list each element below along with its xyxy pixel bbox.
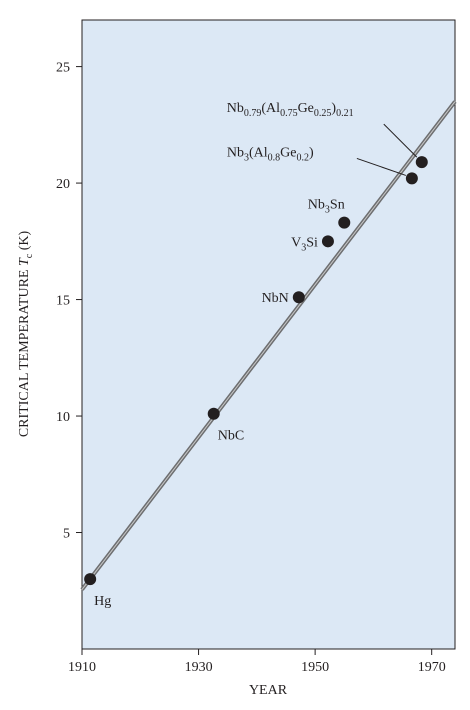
x-tick-label: 1930	[185, 660, 213, 675]
label-part: 0.75	[280, 108, 298, 119]
leader-line	[356, 157, 407, 176]
label-part: V	[291, 235, 301, 250]
label-part: Ge	[298, 101, 314, 116]
label-part: Si	[306, 235, 318, 250]
label-part: 0.21	[336, 108, 354, 119]
point-label: NbN	[262, 291, 289, 306]
label-part: Nb	[227, 145, 244, 160]
label-part: 0.79	[244, 108, 262, 119]
label-part: 0.8	[268, 152, 281, 163]
y-tick-label: 20	[56, 177, 70, 192]
label-part: T	[17, 257, 32, 266]
label-part: NbN	[262, 291, 289, 306]
point-label: Nb0.79(Al0.75Ge0.25)0.21	[227, 101, 354, 119]
label-part: Sn	[330, 198, 345, 213]
point-label: V3Si	[291, 235, 318, 253]
y-axis-label: CRITICAL TEMPERATURE Tc (K)	[17, 231, 35, 438]
label-part: (Al	[249, 145, 268, 160]
data-point	[415, 156, 428, 169]
label-part: 0.2	[296, 152, 309, 163]
data-point	[292, 291, 305, 304]
label-part: CRITICAL TEMPERATURE	[17, 266, 32, 437]
label-part: NbC	[218, 429, 244, 444]
trend-line-highlight	[81, 101, 456, 590]
point-label: Hg	[94, 594, 111, 609]
label-part: 0.25	[314, 108, 332, 119]
data-point	[84, 573, 97, 586]
leader-line	[383, 123, 418, 158]
label-part: Hg	[94, 594, 111, 609]
point-label: Nb3(Al0.8Ge0.2)	[227, 145, 314, 163]
label-part: (Al	[261, 101, 280, 116]
label-part: Nb	[227, 101, 244, 116]
data-point	[321, 235, 334, 248]
y-tick-label: 5	[63, 527, 70, 542]
label-part: 3	[325, 205, 330, 216]
x-axis-label: YEAR	[249, 683, 288, 698]
label-part: c	[24, 253, 35, 258]
data-point	[207, 407, 220, 420]
label-part: 3	[301, 242, 306, 253]
point-label: NbC	[218, 429, 244, 444]
y-tick-label: 25	[56, 61, 70, 76]
y-tick-label: 15	[56, 294, 70, 309]
label-part: )	[331, 101, 336, 116]
point-label: Nb3Sn	[308, 198, 345, 216]
label-part: 3	[244, 152, 249, 163]
x-tick-label: 1970	[418, 660, 446, 675]
x-tick-label: 1950	[301, 660, 329, 675]
data-point	[405, 172, 418, 185]
label-part: Ge	[280, 145, 296, 160]
label-part: )	[309, 145, 314, 160]
label-part: (K)	[17, 231, 32, 254]
plot-area	[81, 19, 456, 650]
label-part: Nb	[308, 198, 325, 213]
data-point	[338, 216, 351, 229]
x-tick-label: 1910	[68, 660, 96, 675]
y-tick-label: 10	[56, 410, 70, 425]
